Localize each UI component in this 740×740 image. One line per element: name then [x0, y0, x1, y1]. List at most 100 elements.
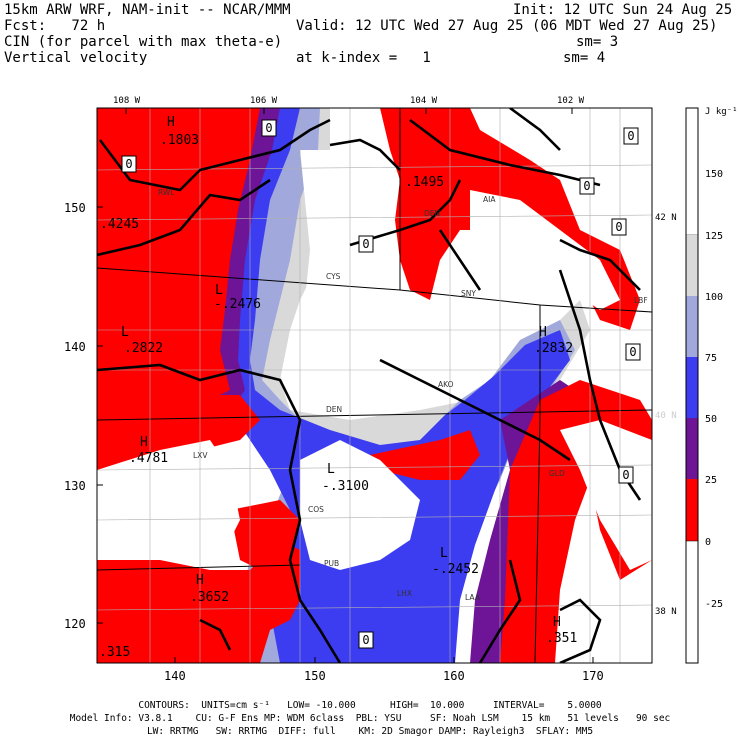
x-tick-label: 170 — [582, 669, 604, 683]
low-marker: L — [121, 325, 129, 340]
low-marker: L — [327, 462, 335, 477]
init-time: Init: 12 UTC Sun 24 Aug 25 — [513, 2, 733, 18]
zero-label: 0 — [611, 218, 627, 236]
colorbar-tick: 25 — [705, 475, 717, 486]
colorbar-swatch-white-bottom — [685, 540, 699, 664]
model-title: 15km ARW WRF, NAM-init -- NCAR/MMM — [4, 2, 291, 18]
valid-time: Valid: 12 UTC Wed 27 Aug 25 (06 MDT Wed … — [296, 18, 718, 34]
field-cin-label: CIN (for parcel with max theta-e) — [4, 34, 283, 50]
station-label: PUB — [324, 559, 339, 568]
zero-text: 0 — [362, 237, 369, 251]
x-tick-label: 140 — [164, 669, 186, 683]
colorbar-unit: J kg⁻¹ — [705, 107, 738, 117]
model-info: Model Info: V3.8.1 CU: G-F Ens MP: WDM 6… — [69, 713, 671, 724]
station-label: GLD — [549, 469, 565, 478]
lon-label: 106 W — [250, 96, 278, 106]
cin-red-south — [230, 500, 300, 570]
zero-text: 0 — [583, 179, 590, 193]
high-marker: H — [167, 115, 175, 130]
vv-contours — [97, 108, 642, 663]
extremum-value: .315 — [99, 645, 130, 660]
extremum-value: -.2476 — [214, 297, 261, 312]
model-info-physics: LW: RRTMG SW: RRTMG DIFF: full KM: 2D Sm… — [146, 726, 594, 737]
lon-label: 108 W — [113, 96, 141, 106]
extrema-labels: H .1803 .1495 .4245 L -.2476 L .2822 H .… — [99, 115, 577, 660]
zero-label: 0 — [618, 466, 634, 484]
zero-text: 0 — [615, 220, 622, 234]
zero-text: 0 — [629, 345, 636, 359]
cin-clear-east — [560, 420, 652, 570]
k-index: at k-index = 1 — [296, 50, 431, 66]
zero-label: 0 — [358, 235, 374, 253]
zero-labels: 0 0 0 0 0 0 0 0 0 — [121, 119, 641, 649]
x-tick-label: 150 — [304, 669, 326, 683]
zero-label: 0 — [623, 127, 639, 145]
station-labels: RWL CYS AIA DEN AKO SNY LXV LBF COS PUB … — [158, 188, 648, 602]
high-marker: H — [196, 573, 204, 588]
field-vv-label: Vertical velocity — [4, 50, 148, 66]
smoothing-cin: sm= 3 — [576, 34, 619, 50]
map-fill-layer — [97, 108, 652, 663]
zero-label: 0 — [121, 155, 137, 173]
y-tick-label: 120 — [64, 617, 86, 631]
station-label: DEN — [424, 209, 440, 218]
colorbar-swatch-red — [686, 479, 698, 541]
lat-label: 40 N — [655, 411, 677, 421]
zero-label: 0 — [358, 631, 374, 649]
station-label: LBF — [634, 296, 648, 305]
station-label: CYS — [326, 272, 341, 281]
state-borders — [97, 108, 652, 663]
lon-label: 102 W — [557, 96, 585, 106]
cin-red-west-lower — [97, 395, 260, 470]
cin-red-southwest — [97, 540, 300, 663]
axis-labels: 108 W 106 W 104 W 102 W 150 140 130 120 … — [64, 96, 677, 683]
extremum-value: .4245 — [100, 217, 139, 232]
cin-clear-southcentral — [300, 440, 420, 570]
x-tick-label: 160 — [443, 669, 465, 683]
colorbar-swatch-purple — [686, 418, 698, 479]
zero-label: 0 — [625, 343, 641, 361]
station-label: COS — [308, 505, 324, 514]
low-marker: L — [440, 546, 448, 561]
extremum-value: -.3100 — [322, 479, 369, 494]
county-lines — [97, 108, 652, 663]
axis-ticks — [97, 108, 594, 663]
cin-clear-center — [290, 150, 520, 415]
extremum-value: .1495 — [405, 175, 444, 190]
colorbar-tick: 100 — [705, 292, 723, 303]
station-label: AIA — [483, 195, 496, 204]
lat-label: 42 N — [655, 213, 677, 223]
extremum-value: -.2452 — [432, 562, 479, 577]
colorbar-tick: 150 — [705, 169, 723, 180]
zero-label: 0 — [261, 119, 277, 137]
cin-clear-west — [97, 440, 240, 560]
colorbar-tick: -25 — [705, 599, 723, 610]
map-frame — [96, 107, 653, 664]
y-tick-label: 140 — [64, 340, 86, 354]
station-label: SNY — [461, 289, 476, 298]
extremum-value: .3652 — [190, 590, 229, 605]
high-marker: H — [553, 615, 561, 630]
colorbar-swatch-gray — [686, 235, 698, 296]
colorbar-swatch-white-top — [685, 107, 699, 236]
colorbar-tick: 0 — [705, 537, 711, 548]
smoothing-vv: sm= 4 — [563, 50, 606, 66]
forecast-hour: Fcst: 72 h — [4, 18, 106, 34]
zero-label: 0 — [579, 177, 595, 195]
extremum-value: .351 — [546, 631, 577, 646]
zero-text: 0 — [265, 121, 272, 135]
zero-text: 0 — [627, 129, 634, 143]
low-marker: L — [215, 283, 223, 298]
lat-label: 38 N — [655, 607, 677, 617]
colorbar-tick: 125 — [705, 231, 723, 242]
lon-label: 104 W — [410, 96, 438, 106]
extremum-value: .4781 — [129, 451, 168, 466]
y-tick-label: 130 — [64, 479, 86, 493]
station-label: LHX — [397, 589, 412, 598]
zero-text: 0 — [622, 468, 629, 482]
colorbar: J kg⁻¹ 150 125 100 75 50 25 0 -25 — [685, 107, 738, 664]
station-label: DEN — [326, 405, 342, 414]
high-marker: H — [539, 325, 547, 340]
extremum-value: .1803 — [160, 133, 199, 148]
